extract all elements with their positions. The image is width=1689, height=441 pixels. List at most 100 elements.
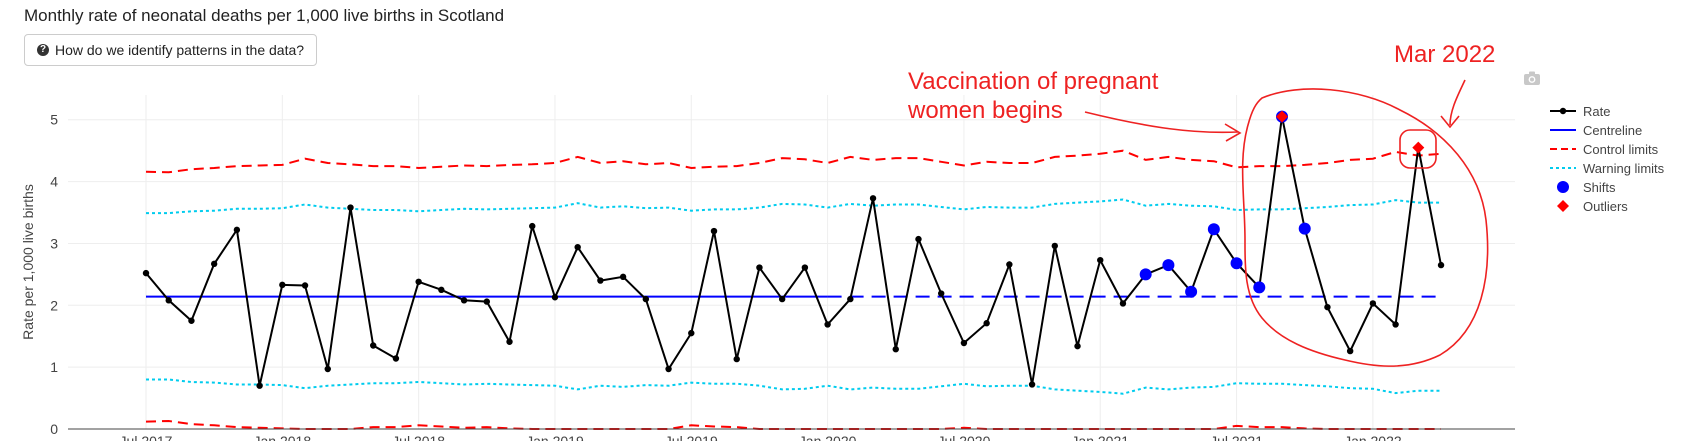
- rate-point: [847, 295, 854, 303]
- annotation-arrow-mar2022: [1449, 79, 1466, 126]
- legend-label: Warning limits: [1583, 161, 1665, 176]
- legend-label: Centreline: [1583, 123, 1642, 138]
- rate-point: [347, 204, 354, 211]
- rate-point: [1097, 256, 1104, 264]
- legend-swatch-outliers: [1557, 200, 1569, 212]
- legend-item[interactable]: Shifts: [1557, 180, 1616, 195]
- annotation-arrow-vaccination: [1084, 111, 1239, 134]
- legend-item[interactable]: Outliers: [1557, 199, 1628, 214]
- page-title: Monthly rate of neonatal deaths per 1,00…: [24, 6, 505, 25]
- legend-item[interactable]: Rate: [1550, 104, 1610, 119]
- y-tick-label: 2: [50, 297, 58, 313]
- y-tick-label: 3: [50, 235, 58, 251]
- y-tick-label: 1: [50, 359, 58, 375]
- help-patterns-button[interactable]: ? How do we identify patterns in the dat…: [24, 34, 318, 66]
- rate-point: [279, 281, 286, 289]
- question-circle-icon: ?: [37, 44, 49, 56]
- legend-label: Control limits: [1583, 142, 1659, 157]
- y-tick-label: 5: [50, 112, 58, 128]
- annotation-box-mar2022: [1399, 129, 1437, 169]
- camera-icon[interactable]: [1522, 70, 1542, 86]
- x-tick-label: Jan 2022: [1344, 433, 1402, 441]
- shift-point: [1253, 281, 1266, 294]
- legend-label: Outliers: [1583, 199, 1628, 214]
- legend-swatch-rate-dot: [1559, 107, 1567, 115]
- annotation-arrowhead-vaccination: [1224, 123, 1242, 142]
- rate-point: [1324, 303, 1331, 311]
- rate-point: [551, 294, 559, 301]
- rate-point: [574, 243, 581, 251]
- shift-point: [1230, 257, 1243, 270]
- rate-point: [1006, 261, 1013, 268]
- series-lines: [145, 116, 1442, 430]
- x-tick-label: Jul 2021: [1210, 433, 1263, 441]
- legend-label: Rate: [1583, 104, 1610, 119]
- rate-point: [529, 222, 536, 230]
- legend-item[interactable]: Centreline: [1550, 123, 1642, 138]
- y-tick-label: 4: [50, 174, 58, 190]
- grid: [68, 95, 1515, 430]
- rate-point: [460, 297, 468, 304]
- rate-point: [756, 264, 763, 271]
- rate-point: [869, 195, 877, 202]
- rate-point: [370, 342, 377, 349]
- rate-point: [597, 277, 604, 284]
- rate-point: [210, 260, 218, 268]
- rate-point: [710, 227, 718, 235]
- rate-point: [415, 278, 422, 285]
- rate-point: [801, 264, 809, 271]
- rate-point: [324, 365, 331, 373]
- rate-point: [915, 235, 922, 243]
- rate-point: [1392, 321, 1399, 328]
- rate-point: [142, 269, 150, 277]
- rate-point: [824, 321, 831, 328]
- legend-item[interactable]: Warning limits: [1550, 161, 1665, 176]
- rate-point: [165, 297, 172, 304]
- rate-point: [1369, 300, 1377, 307]
- legend: Rate Centreline Control limits Warning limi…: [1550, 104, 1665, 214]
- rate-point: [642, 295, 650, 303]
- outlier-point: [1412, 141, 1425, 154]
- x-tick-label: Jul 2020: [937, 433, 990, 441]
- rate-point: [892, 346, 899, 353]
- annotations: Vaccination of pregnant women begins Mar…: [907, 41, 1495, 367]
- rate-point: [983, 320, 990, 327]
- legend-item[interactable]: Control limits: [1550, 142, 1659, 157]
- annotation-circle: [1241, 88, 1489, 367]
- rate-point: [733, 355, 740, 363]
- shift-point: [1207, 223, 1220, 236]
- rate-point: [665, 365, 672, 373]
- x-tick-label: Jan 2020: [799, 433, 857, 441]
- annotation-mar-2022: Mar 2022: [1394, 41, 1495, 68]
- x-tick-label: Jan 2019: [526, 433, 584, 441]
- rate-point: [506, 338, 513, 345]
- rate-point: [619, 273, 627, 281]
- rate-point: [1346, 347, 1354, 355]
- rate-point: [483, 298, 490, 305]
- y-tick-label: 0: [50, 421, 58, 437]
- series-points: [142, 110, 1445, 389]
- rate-point: [256, 382, 263, 389]
- rate-point: [1028, 381, 1036, 388]
- upper-warning-limit-line: [146, 198, 1441, 215]
- rate-point: [960, 339, 968, 347]
- legend-label: Shifts: [1583, 180, 1616, 195]
- shift-point: [1298, 222, 1311, 235]
- x-tick-label: Jan 2018: [254, 433, 312, 441]
- x-tick-label: Jul 2018: [392, 433, 445, 441]
- legend-swatch-shifts: [1557, 181, 1569, 193]
- shift-point: [1185, 285, 1198, 298]
- x-tick-label: Jul 2019: [665, 433, 718, 441]
- rate-point: [1051, 242, 1059, 250]
- outlier-point: [1276, 110, 1288, 123]
- annotation-vaccination-line1: Vaccination of pregnant: [908, 68, 1159, 95]
- rate-point: [438, 286, 445, 294]
- axes: 0 1 2 3 4 5 Jul 2017 Jan 2018 Jul 2018 Jan 2019 Ju…: [20, 112, 1515, 441]
- shift-point: [1162, 259, 1175, 272]
- annotation-arrowhead-mar2022: [1440, 115, 1460, 129]
- x-tick-label: Jul 2017: [120, 433, 173, 441]
- rate-point: [1074, 342, 1081, 350]
- lower-warning-limit-line: [146, 378, 1441, 395]
- annotation-vaccination-line2: women begins: [907, 97, 1063, 124]
